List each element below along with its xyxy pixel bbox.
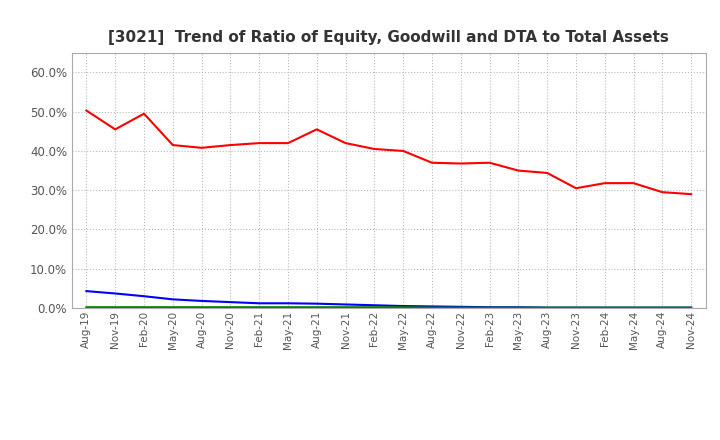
- Goodwill: [399, 304, 408, 309]
- Line: Goodwill: Goodwill: [86, 291, 691, 308]
- Equity: [341, 140, 350, 146]
- Goodwill: [543, 305, 552, 310]
- Deferred Tax Assets: [341, 304, 350, 310]
- Deferred Tax Assets: [600, 305, 609, 310]
- Goodwill: [197, 298, 206, 304]
- Goodwill: [341, 302, 350, 307]
- Equity: [658, 190, 667, 195]
- Equity: [197, 145, 206, 150]
- Goodwill: [456, 304, 465, 309]
- Deferred Tax Assets: [82, 304, 91, 310]
- Deferred Tax Assets: [168, 304, 177, 310]
- Title: [3021]  Trend of Ratio of Equity, Goodwill and DTA to Total Assets: [3021] Trend of Ratio of Equity, Goodwil…: [109, 29, 669, 45]
- Equity: [312, 127, 321, 132]
- Equity: [284, 140, 292, 146]
- Goodwill: [687, 305, 696, 310]
- Goodwill: [82, 289, 91, 294]
- Equity: [82, 108, 91, 113]
- Deferred Tax Assets: [572, 305, 580, 310]
- Equity: [629, 180, 638, 186]
- Goodwill: [255, 301, 264, 306]
- Equity: [255, 140, 264, 146]
- Equity: [543, 170, 552, 176]
- Goodwill: [600, 305, 609, 310]
- Deferred Tax Assets: [226, 304, 235, 310]
- Deferred Tax Assets: [399, 304, 408, 310]
- Goodwill: [658, 305, 667, 310]
- Deferred Tax Assets: [514, 305, 523, 310]
- Line: Equity: Equity: [86, 110, 691, 194]
- Deferred Tax Assets: [284, 304, 292, 310]
- Deferred Tax Assets: [255, 304, 264, 310]
- Equity: [456, 161, 465, 166]
- Equity: [687, 191, 696, 197]
- Equity: [111, 127, 120, 132]
- Equity: [514, 168, 523, 173]
- Equity: [226, 143, 235, 148]
- Deferred Tax Assets: [428, 305, 436, 310]
- Goodwill: [629, 305, 638, 310]
- Deferred Tax Assets: [111, 304, 120, 310]
- Equity: [485, 160, 494, 165]
- Equity: [600, 180, 609, 186]
- Equity: [168, 143, 177, 148]
- Goodwill: [312, 301, 321, 306]
- Goodwill: [140, 293, 148, 299]
- Equity: [140, 111, 148, 116]
- Deferred Tax Assets: [197, 304, 206, 310]
- Deferred Tax Assets: [370, 304, 379, 310]
- Goodwill: [370, 303, 379, 308]
- Equity: [572, 186, 580, 191]
- Deferred Tax Assets: [140, 304, 148, 310]
- Equity: [370, 147, 379, 152]
- Deferred Tax Assets: [629, 305, 638, 310]
- Deferred Tax Assets: [312, 304, 321, 310]
- Deferred Tax Assets: [687, 305, 696, 310]
- Deferred Tax Assets: [543, 305, 552, 310]
- Equity: [428, 160, 436, 165]
- Equity: [399, 148, 408, 154]
- Goodwill: [428, 304, 436, 309]
- Deferred Tax Assets: [456, 305, 465, 310]
- Goodwill: [284, 301, 292, 306]
- Goodwill: [226, 300, 235, 305]
- Goodwill: [572, 305, 580, 310]
- Goodwill: [485, 304, 494, 310]
- Goodwill: [111, 291, 120, 296]
- Goodwill: [168, 297, 177, 302]
- Deferred Tax Assets: [658, 305, 667, 310]
- Deferred Tax Assets: [485, 305, 494, 310]
- Goodwill: [514, 304, 523, 310]
